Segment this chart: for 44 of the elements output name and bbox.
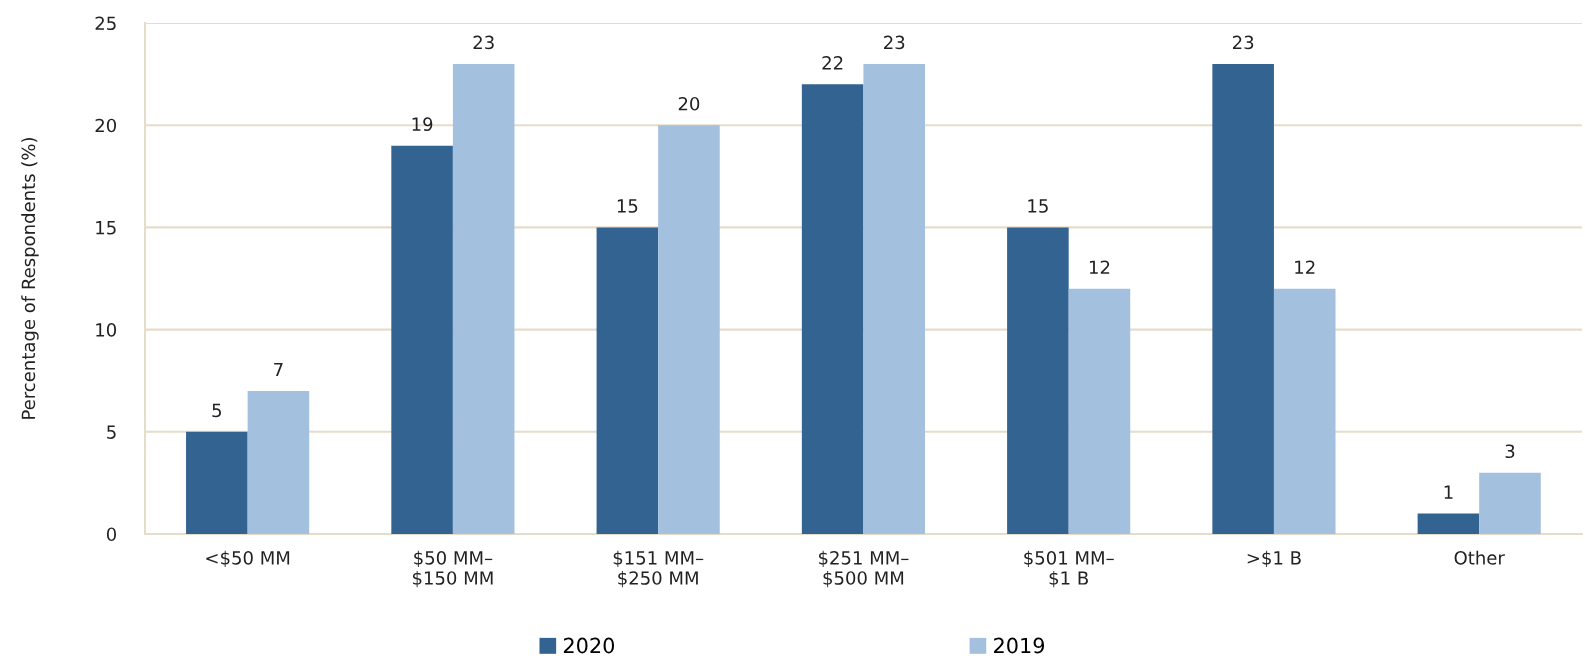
y-tick-label: 25 (95, 16, 116, 31)
data-label: 15 (1028, 199, 1048, 213)
bar (1212, 63, 1274, 534)
data-label: 23 (473, 35, 494, 50)
bar (801, 84, 864, 534)
bar (1068, 288, 1131, 534)
y-tick-label: 0 (106, 527, 117, 542)
bar (247, 390, 310, 534)
y-tick-label: 5 (107, 425, 116, 439)
data-label: 5 (212, 403, 222, 418)
data-label: 23 (1232, 35, 1254, 50)
data-label: 3 (1505, 444, 1515, 459)
legend-label: 2019 (994, 637, 1045, 654)
y-tick-label: 15 (96, 221, 116, 235)
x-tick-label: >$1 B (1247, 550, 1301, 568)
bar (391, 145, 453, 534)
y-tick-label: 20 (95, 118, 117, 133)
data-label: 7 (274, 362, 283, 377)
legend-label: 2020 (563, 637, 615, 654)
bar (863, 63, 925, 534)
data-label: 19 (412, 117, 433, 132)
y-tick-label: 10 (96, 323, 117, 337)
data-label: 12 (1089, 260, 1110, 274)
x-tick-label: $50 MM– $150 MM (412, 550, 493, 588)
y-axis-title: Percentage of Respondents (%) (21, 138, 39, 419)
x-tick-label: Other (1454, 550, 1505, 565)
data-label: 1 (1444, 485, 1453, 499)
x-tick-label: $151 MM– $250 MM (613, 550, 704, 588)
x-tick-label: <$50 MM (206, 550, 290, 568)
bar (1007, 227, 1069, 534)
data-label: 23 (884, 35, 905, 50)
bar (658, 125, 720, 534)
data-label: 20 (678, 96, 700, 111)
x-tick-label: $251 MM– $500 MM (818, 550, 909, 588)
bar (596, 227, 659, 534)
bar (186, 431, 248, 534)
bar (452, 63, 515, 534)
bar (1417, 513, 1480, 534)
data-label: 15 (617, 199, 638, 213)
data-label: 22 (822, 56, 843, 70)
x-tick-label: $501 MM– $1 B (1024, 550, 1114, 588)
bar (1273, 288, 1336, 534)
bar (1479, 472, 1541, 534)
data-label: 12 (1295, 260, 1315, 274)
